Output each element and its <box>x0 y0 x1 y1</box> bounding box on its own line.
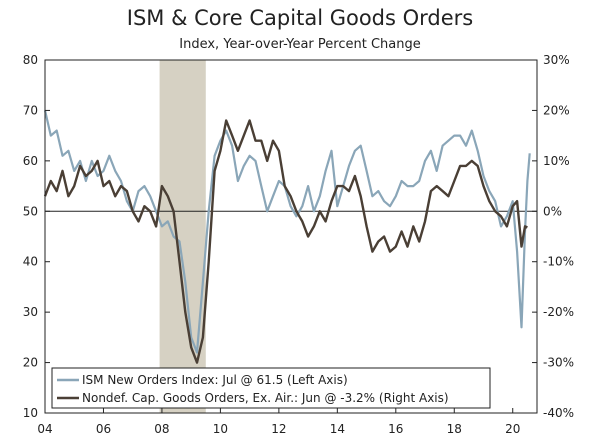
x-axis-tick-label: 16 <box>388 422 403 436</box>
chart-subtitle: Index, Year-over-Year Percent Change <box>179 37 421 52</box>
left-axis-tick-label: 80 <box>23 53 38 67</box>
plot-area-frame <box>44 59 538 414</box>
right-axis-tick-label: -30% <box>543 356 574 370</box>
left-axis-tick-label: 20 <box>23 356 38 370</box>
recession-shading <box>159 60 206 413</box>
series-line-capital-goods-orders <box>43 119 528 364</box>
x-axis-tick-label: 14 <box>330 422 345 436</box>
left-axis-tick-label: 30 <box>23 305 38 319</box>
x-axis-tick-label: 20 <box>505 422 520 436</box>
x-axis-tick-label: 06 <box>96 422 111 436</box>
left-axis-tick-label: 70 <box>23 103 38 117</box>
legend-box <box>51 367 491 409</box>
right-axis-tick-label: 10% <box>543 154 570 168</box>
left-axis-tick-label: 10 <box>23 406 38 420</box>
legend: ISM New Orders Index: Jul @ 61.5 (Left A… <box>51 367 491 409</box>
left-axis-tick-label: 60 <box>23 154 38 168</box>
series-line-ism-new-orders <box>43 110 531 354</box>
x-axis-tick-label: 12 <box>271 422 286 436</box>
chart-title: ISM & Core Capital Goods Orders <box>126 6 474 30</box>
right-axis-tick-label: -10% <box>543 255 574 269</box>
right-axis-tick-label: 30% <box>543 53 570 67</box>
right-axis-tick-label: -40% <box>543 406 574 420</box>
right-axis-tick-label: 0% <box>543 204 562 218</box>
x-axis-tick-label: 04 <box>37 422 52 436</box>
x-axis-tick-label: 18 <box>447 422 462 436</box>
right-axis-tick-label: -20% <box>543 305 574 319</box>
left-axis-tick-label: 40 <box>23 255 38 269</box>
left-axis-tick-label: 50 <box>23 204 38 218</box>
legend-label-ism: ISM New Orders Index: Jul @ 61.5 (Left A… <box>82 373 348 387</box>
x-axis-tick-label: 08 <box>154 422 169 436</box>
right-axis-tick-label: 20% <box>543 103 570 117</box>
x-axis-tick-label: 10 <box>213 422 228 436</box>
legend-label-capital-goods: Nondef. Cap. Goods Orders, Ex. Air.: Jun… <box>82 391 449 405</box>
